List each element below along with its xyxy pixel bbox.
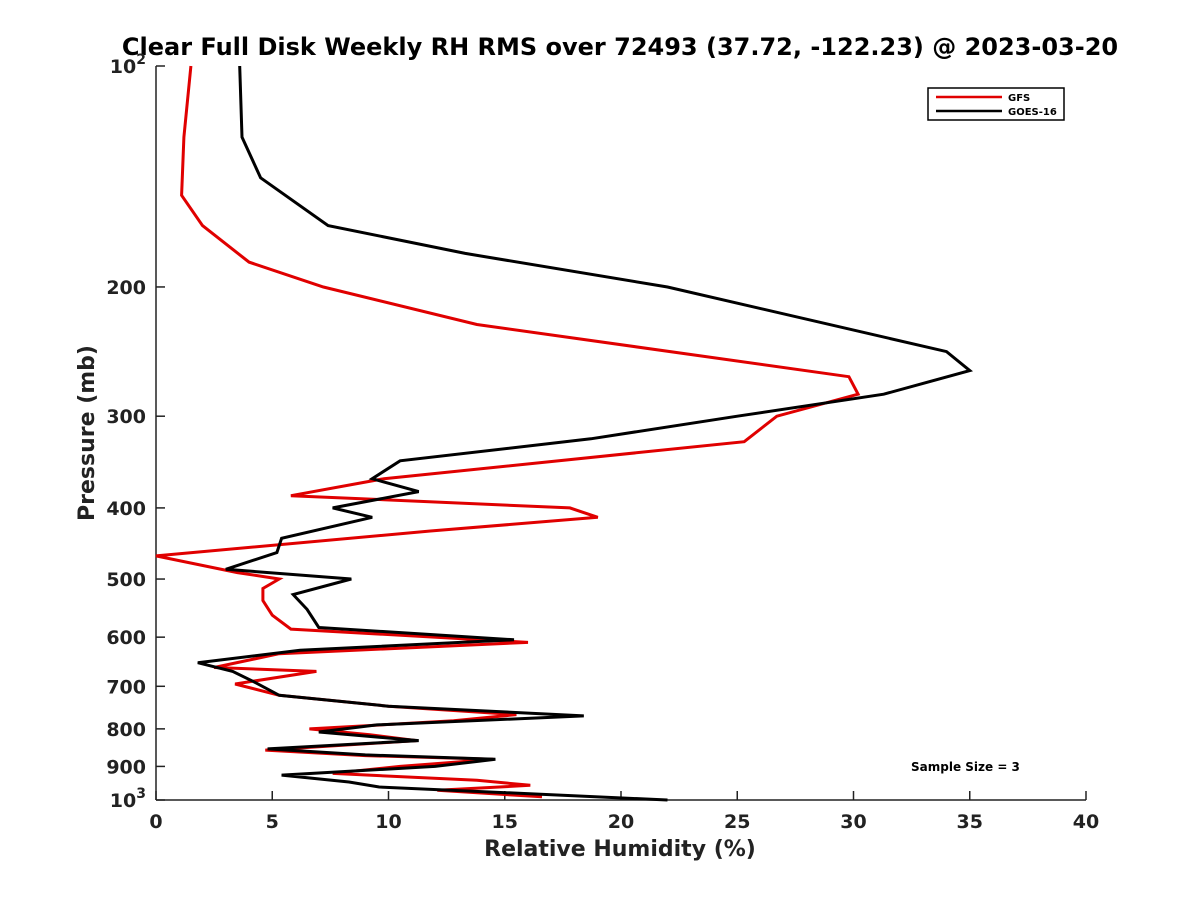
legend: GFS GOES-16 <box>927 87 1065 121</box>
x-tick-label: 35 <box>957 811 983 833</box>
series-layer <box>155 65 974 802</box>
legend-label-gfs: GFS <box>1008 93 1030 104</box>
legend-label-goes16: GOES-16 <box>1008 107 1057 118</box>
x-tick-label: 10 <box>375 811 401 833</box>
y-tick-label: 700 <box>106 676 146 698</box>
y-tick-label: 200 <box>106 277 146 299</box>
y-tick-label: 600 <box>106 627 146 649</box>
x-tick-label: 5 <box>266 811 279 833</box>
x-tick-label: 15 <box>492 811 518 833</box>
x-tick-label: 30 <box>840 811 866 833</box>
x-tick-label: 20 <box>608 811 634 833</box>
sample-size-annotation: Sample Size = 3 <box>911 760 1020 774</box>
x-axis-label: Relative Humidity (%) <box>484 837 756 862</box>
x-axis-ticks: 0 5 10 15 20 25 30 35 40 <box>149 791 1099 833</box>
legend-box <box>927 87 1065 121</box>
y-axis-label: Pressure (mb) <box>75 345 100 521</box>
x-tick-label: 0 <box>149 811 162 833</box>
y-tick-label: 300 <box>106 406 146 428</box>
y-tick-label: 400 <box>106 498 146 520</box>
chart-title: Clear Full Disk Weekly RH RMS over 72493… <box>122 33 1118 61</box>
y-tick-label: 102 <box>110 52 146 78</box>
y-axis-ticks: 102 200 300 400 500 600 700 800 900 103 <box>106 52 165 812</box>
y-tick-label: 900 <box>106 756 146 778</box>
x-tick-label: 25 <box>724 811 750 833</box>
y-tick-label: 500 <box>106 569 146 591</box>
y-tick-label: 103 <box>110 786 146 812</box>
x-tick-label: 40 <box>1073 811 1099 833</box>
series-line-goes16 <box>197 65 974 802</box>
y-tick-label: 800 <box>106 719 146 741</box>
